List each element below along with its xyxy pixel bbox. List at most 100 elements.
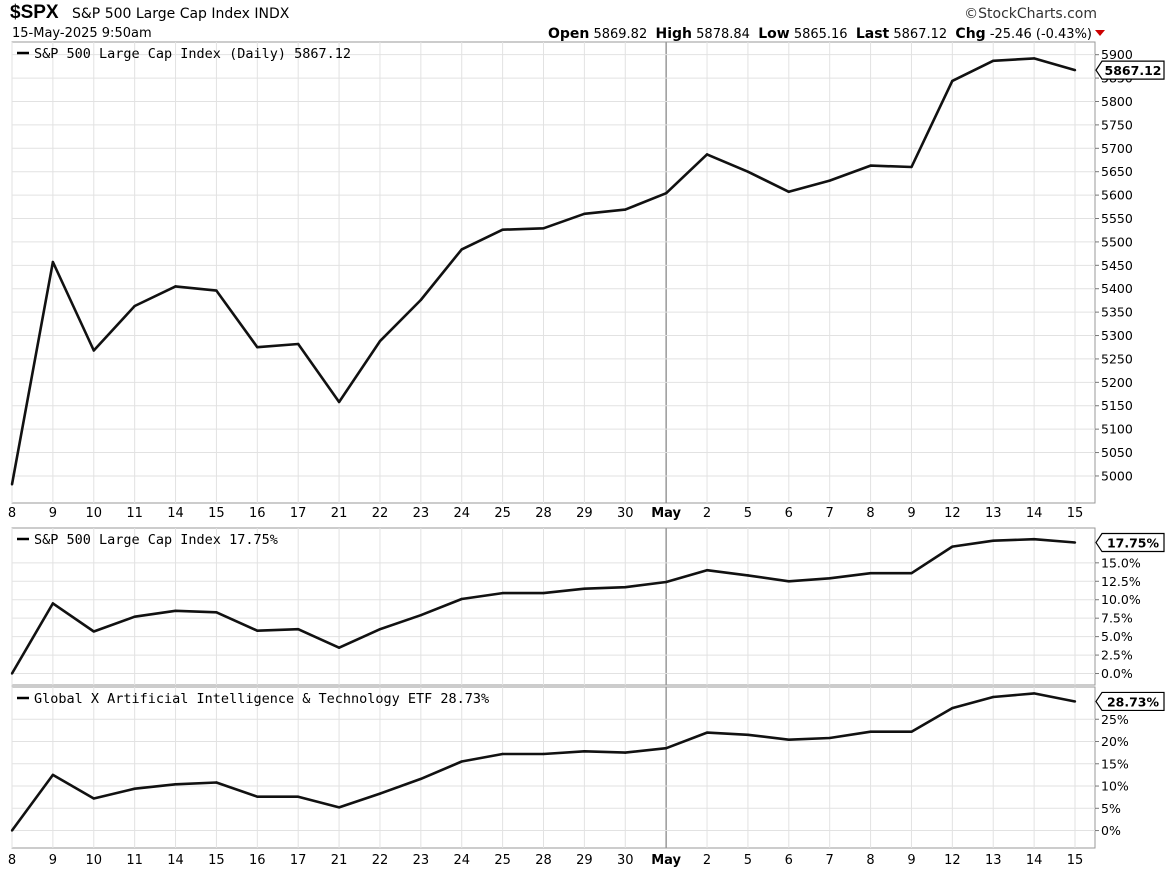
x-tick-label: 24 xyxy=(453,853,470,868)
data-point xyxy=(542,752,545,756)
data-point xyxy=(992,59,995,62)
data-point xyxy=(664,580,668,584)
x-tick-label: May xyxy=(651,506,681,521)
data-point xyxy=(215,781,218,784)
data-point xyxy=(174,285,177,288)
data-point xyxy=(256,346,259,349)
copyright-icon: © xyxy=(964,6,979,22)
y-tick-label: 5300 xyxy=(1101,328,1133,343)
x-tick-label: 13 xyxy=(985,853,1002,868)
data-point xyxy=(92,630,95,633)
y-tick-label: 5000 xyxy=(1101,468,1133,483)
data-point xyxy=(92,797,95,800)
data-point xyxy=(1032,538,1036,541)
data-point xyxy=(296,628,300,631)
data-point xyxy=(1073,700,1077,703)
data-point xyxy=(501,228,504,231)
data-point xyxy=(296,795,300,798)
data-point xyxy=(378,792,382,795)
y-tick-label: 7.5% xyxy=(1101,611,1133,626)
data-point xyxy=(256,795,259,798)
last-label: Last xyxy=(855,26,890,42)
quote-bar: Open 5869.82 High 5878.84 Low 5865.16 La… xyxy=(548,26,1092,42)
y-tick-label: 5500 xyxy=(1101,234,1133,249)
y-tick-label: 5900 xyxy=(1101,47,1133,62)
data-point xyxy=(337,400,341,404)
last-value: 5867.12 xyxy=(893,27,948,42)
data-point xyxy=(869,571,872,575)
last-value-flag xyxy=(1095,691,1165,712)
x-tick-label: 21 xyxy=(331,506,348,521)
open-label: Open xyxy=(547,26,590,42)
ticker-symbol: $SPX xyxy=(10,2,59,23)
data-point xyxy=(828,179,831,182)
data-point xyxy=(705,731,709,734)
data-point xyxy=(664,192,668,195)
x-tick-label: 15 xyxy=(208,853,225,868)
down-arrow-icon xyxy=(1095,30,1105,36)
quote-datetime: 15-May-2025 9:50am xyxy=(12,26,152,41)
y-tick-label: 2.5% xyxy=(1101,648,1133,663)
legend-label: S&P 500 Large Cap Index 17.75% xyxy=(34,532,278,548)
x-tick-label: May xyxy=(651,853,681,868)
data-point xyxy=(460,597,463,601)
panel-frame xyxy=(11,527,1096,686)
y-tick-label: 5250 xyxy=(1101,351,1133,366)
x-tick-label: 13 xyxy=(985,506,1002,521)
x-tick-label: 8 xyxy=(8,853,16,868)
data-point xyxy=(51,260,55,264)
x-tick-label: 25 xyxy=(494,853,511,868)
x-tick-label: 17 xyxy=(290,853,307,868)
index-name: S&P 500 Large Cap Index INDX xyxy=(72,6,289,22)
y-tick-label: 0.0% xyxy=(1101,666,1133,681)
x-tick-label: 11 xyxy=(126,853,143,868)
data-point xyxy=(501,591,504,595)
chart-panel-1: 5000 5050 5100 5150 5200 5250 5300 5350 5400 5450… xyxy=(10,41,1165,504)
panel-frame xyxy=(11,41,1096,504)
data-point xyxy=(51,773,55,777)
y-tick-label: 5200 xyxy=(1101,375,1133,390)
y-tick-label: 5600 xyxy=(1101,188,1133,203)
data-point xyxy=(378,339,382,343)
data-point xyxy=(664,746,668,750)
data-point xyxy=(624,208,627,211)
x-tick-label: 23 xyxy=(413,853,430,868)
y-tick-label: 15.0% xyxy=(1101,555,1141,570)
data-point xyxy=(133,787,136,790)
y-tick-label: 5150 xyxy=(1101,398,1133,413)
x-tick-label: 8 xyxy=(866,853,874,868)
data-point xyxy=(951,706,954,710)
y-tick-label: 25% xyxy=(1101,712,1129,727)
data-point xyxy=(215,611,218,614)
x-tick-label: 28 xyxy=(535,506,552,521)
x-tick-label: 22 xyxy=(372,853,389,868)
data-point xyxy=(542,591,545,595)
data-point xyxy=(419,614,423,617)
data-point xyxy=(10,483,14,486)
x-tick-label: 12 xyxy=(944,506,961,521)
data-point xyxy=(624,751,627,754)
x-tick-label: 9 xyxy=(49,506,57,521)
x-tick-label: 2 xyxy=(703,853,711,868)
data-point xyxy=(992,539,995,542)
data-point xyxy=(951,79,954,83)
data-point xyxy=(1032,692,1036,695)
y-tick-label: 12.5% xyxy=(1101,574,1141,589)
data-point xyxy=(1073,68,1077,72)
data-point xyxy=(337,806,341,809)
x-tick-label: 14 xyxy=(1026,506,1043,521)
data-point xyxy=(787,738,791,741)
y-tick-label: 20% xyxy=(1101,734,1129,749)
x-tick-label: 7 xyxy=(826,853,834,868)
x-tick-label: 5 xyxy=(744,506,752,521)
open-value: 5869.82 xyxy=(593,27,648,42)
data-point xyxy=(133,304,136,308)
data-point xyxy=(256,629,259,632)
x-tick-label: 10 xyxy=(85,506,102,521)
y-tick-label: 5700 xyxy=(1101,141,1133,156)
x-tick-label: 16 xyxy=(249,506,266,521)
low-value: 5865.16 xyxy=(793,27,848,42)
data-point xyxy=(951,545,954,548)
data-point xyxy=(1073,541,1077,544)
